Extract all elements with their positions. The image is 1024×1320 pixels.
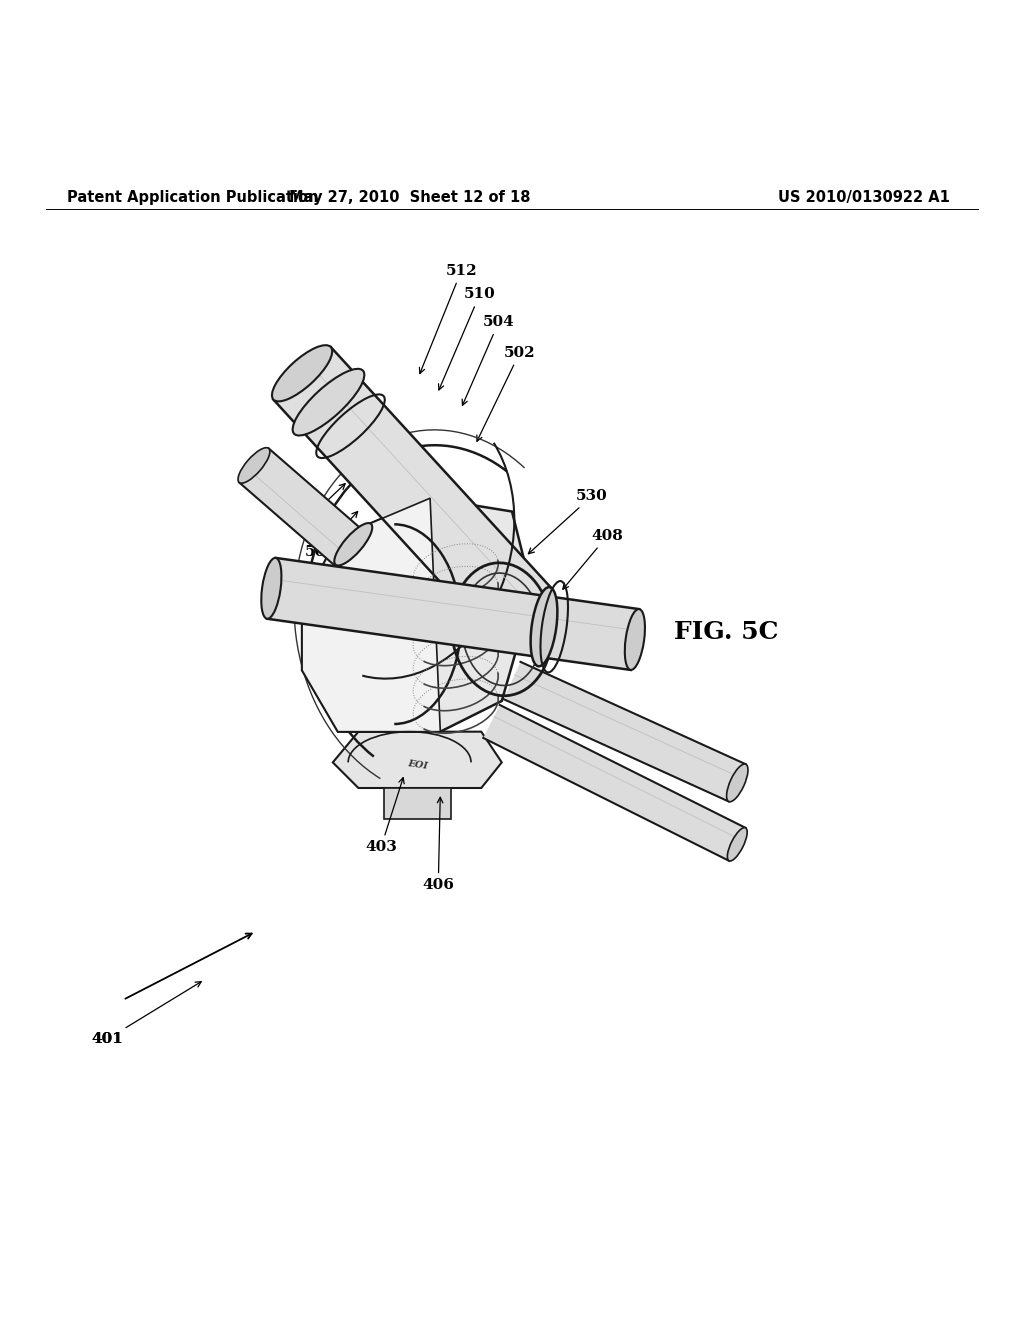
Text: EOI: EOI <box>408 759 428 771</box>
Ellipse shape <box>334 523 373 565</box>
Ellipse shape <box>727 828 748 861</box>
Polygon shape <box>302 498 532 731</box>
Text: 408: 408 <box>563 529 624 589</box>
Text: 506: 506 <box>304 512 357 560</box>
Polygon shape <box>333 731 502 788</box>
Polygon shape <box>240 449 362 565</box>
Ellipse shape <box>261 558 282 619</box>
Ellipse shape <box>625 609 645 671</box>
Text: 504: 504 <box>462 315 515 405</box>
Ellipse shape <box>530 587 557 667</box>
Polygon shape <box>273 347 551 640</box>
Text: 406: 406 <box>422 797 455 892</box>
Ellipse shape <box>727 764 748 801</box>
Polygon shape <box>267 558 639 671</box>
Ellipse shape <box>293 368 365 436</box>
Text: May 27, 2010  Sheet 12 of 18: May 27, 2010 Sheet 12 of 18 <box>289 190 530 205</box>
Text: 401: 401 <box>91 1032 124 1045</box>
Polygon shape <box>504 661 745 801</box>
Text: 512: 512 <box>420 264 477 374</box>
Text: FIG. 5C: FIG. 5C <box>674 620 778 644</box>
Polygon shape <box>483 705 745 861</box>
Text: 403: 403 <box>365 777 404 854</box>
Text: US 2010/0130922 A1: US 2010/0130922 A1 <box>778 190 950 205</box>
Text: 530: 530 <box>528 490 608 554</box>
Ellipse shape <box>272 345 332 401</box>
Text: 510: 510 <box>438 288 496 389</box>
Ellipse shape <box>238 447 270 483</box>
Text: Patent Application Publication: Patent Application Publication <box>67 190 318 205</box>
Text: 508: 508 <box>289 483 345 529</box>
Polygon shape <box>302 498 440 731</box>
Text: 401: 401 <box>91 982 202 1045</box>
Text: 502: 502 <box>477 346 536 441</box>
Polygon shape <box>384 788 451 818</box>
